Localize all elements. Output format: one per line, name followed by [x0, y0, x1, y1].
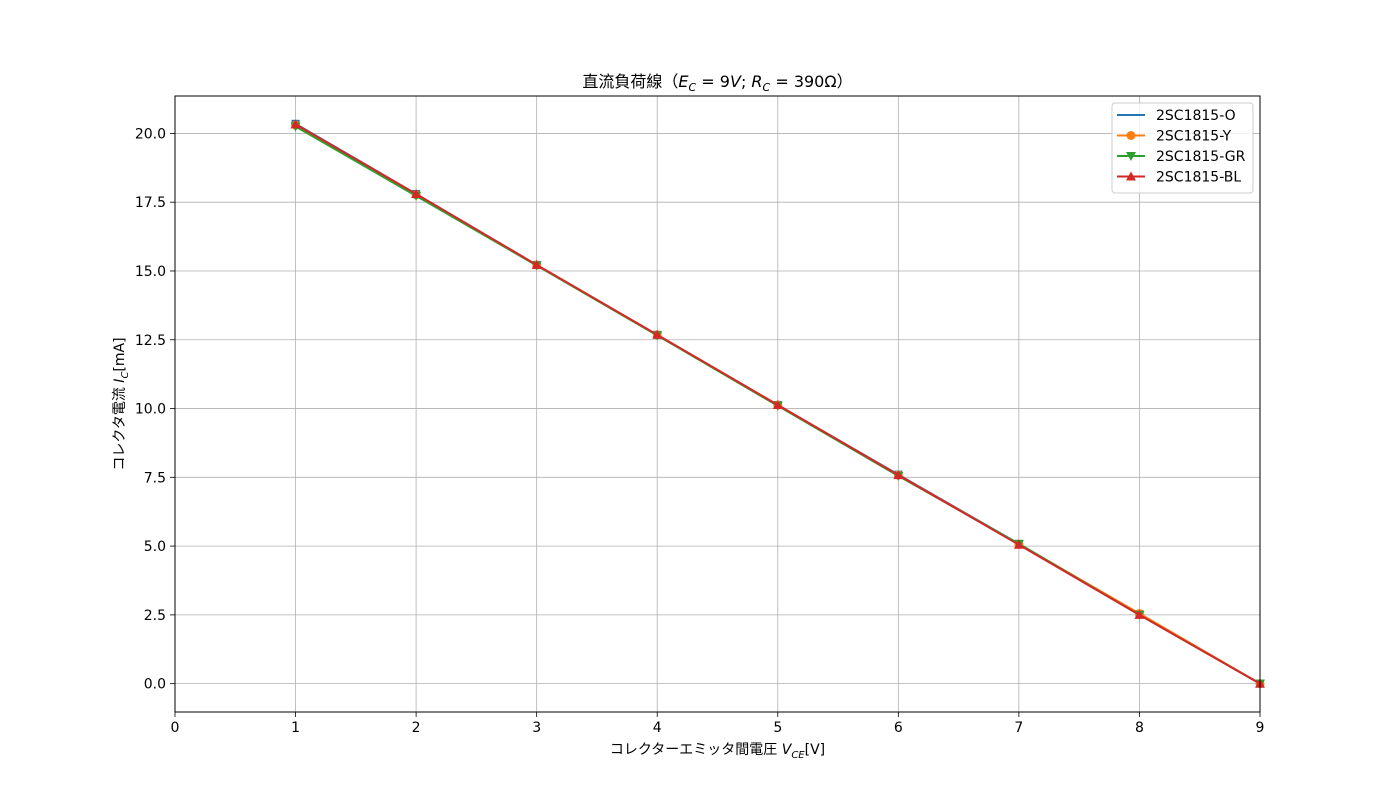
x-tick-label: 6 [894, 720, 903, 736]
title-ec-unit: V [730, 72, 742, 91]
y-axis-label-symbol: I [112, 379, 128, 383]
series-layer [290, 119, 1265, 689]
x-tick-label: 9 [1256, 720, 1265, 736]
x-tick-label: 5 [773, 720, 782, 736]
x-axis-label-subscript: CE [791, 750, 805, 761]
data-point [772, 399, 783, 409]
x-axis-label: コレクターエミッタ間電圧 VCE[V] [610, 742, 825, 761]
x-tick-label: 1 [291, 720, 300, 736]
data-point [1134, 609, 1145, 619]
y-tick-label: 15.0 [135, 264, 166, 280]
chart-title: 直流負荷線（EC = 9V; RC = 390Ω） [582, 72, 852, 94]
y-tick-label: 7.5 [144, 470, 166, 486]
legend-item: 2SC1815-GR [1117, 149, 1246, 165]
legend-item: 2SC1815-Y [1117, 129, 1232, 145]
title-ec-subscript: C [689, 81, 697, 94]
data-point [652, 329, 663, 339]
data-point [1013, 539, 1024, 549]
title-separator: ; [741, 72, 751, 91]
legend-label: 2SC1815-BL [1156, 170, 1241, 186]
x-tick-label: 0 [171, 720, 180, 736]
x-tick-label: 8 [1135, 720, 1144, 736]
y-tick-label: 12.5 [135, 333, 166, 349]
legend-frame [1111, 102, 1254, 194]
ticks: 0 1 2 3 4 5 6 7 8 9 0.0 2.5 5.0 7.5 10.0 12.5 15.0 17.5 20… [135, 126, 1265, 736]
y-tick-label: 10.0 [135, 402, 166, 418]
legend: 2SC1815-O 2SC1815-Y 2SC1815-GR 2SC1815-BL [1111, 102, 1254, 194]
x-axis-label-unit: [V] [805, 742, 826, 758]
y-tick-label: 17.5 [135, 195, 166, 211]
data-point [893, 470, 904, 480]
data-point [411, 188, 422, 198]
y-axis-label-unit: [mA] [112, 337, 128, 371]
legend-label: 2SC1815-GR [1156, 149, 1246, 165]
x-axis-label-symbol: V [782, 742, 793, 758]
title-suffix: ） [837, 72, 853, 91]
y-axis-label-prefix: コレクタ電流 [112, 383, 128, 471]
y-tick-label: 5.0 [144, 539, 166, 555]
plot-frame [174, 95, 1261, 713]
y-tick-label: 20.0 [135, 126, 166, 142]
legend-marker [1126, 152, 1136, 161]
title-ec-symbol: E [678, 72, 689, 91]
x-tick-label: 7 [1014, 720, 1023, 736]
legend-marker [1126, 131, 1136, 140]
title-ec-value: = 9 [696, 72, 730, 91]
x-tick-label: 2 [412, 720, 421, 736]
data-point [531, 259, 542, 269]
y-tick-label: 0.0 [144, 677, 166, 693]
legend-label: 2SC1815-O [1156, 108, 1236, 124]
legend-item: 2SC1815-O [1117, 108, 1236, 124]
y-axis-label: コレクタ電流 IC[mA] [112, 337, 131, 470]
title-rc-subscript: C [763, 81, 771, 94]
title-rc-symbol: R [751, 72, 762, 91]
legend-item: 2SC1815-BL [1117, 170, 1241, 186]
x-tick-label: 3 [532, 720, 541, 736]
legend-label: 2SC1815-Y [1156, 129, 1232, 145]
x-tick-label: 4 [653, 720, 662, 736]
y-tick-label: 2.5 [144, 608, 166, 624]
legend-marker [1126, 171, 1136, 181]
title-rc-value: = 390Ω [770, 72, 836, 91]
x-axis-label-prefix: コレクターエミッタ間電圧 [610, 742, 782, 758]
y-axis-label-subscript: C [120, 372, 131, 379]
data-point [290, 119, 301, 129]
title-prefix: 直流負荷線（ [582, 72, 678, 91]
